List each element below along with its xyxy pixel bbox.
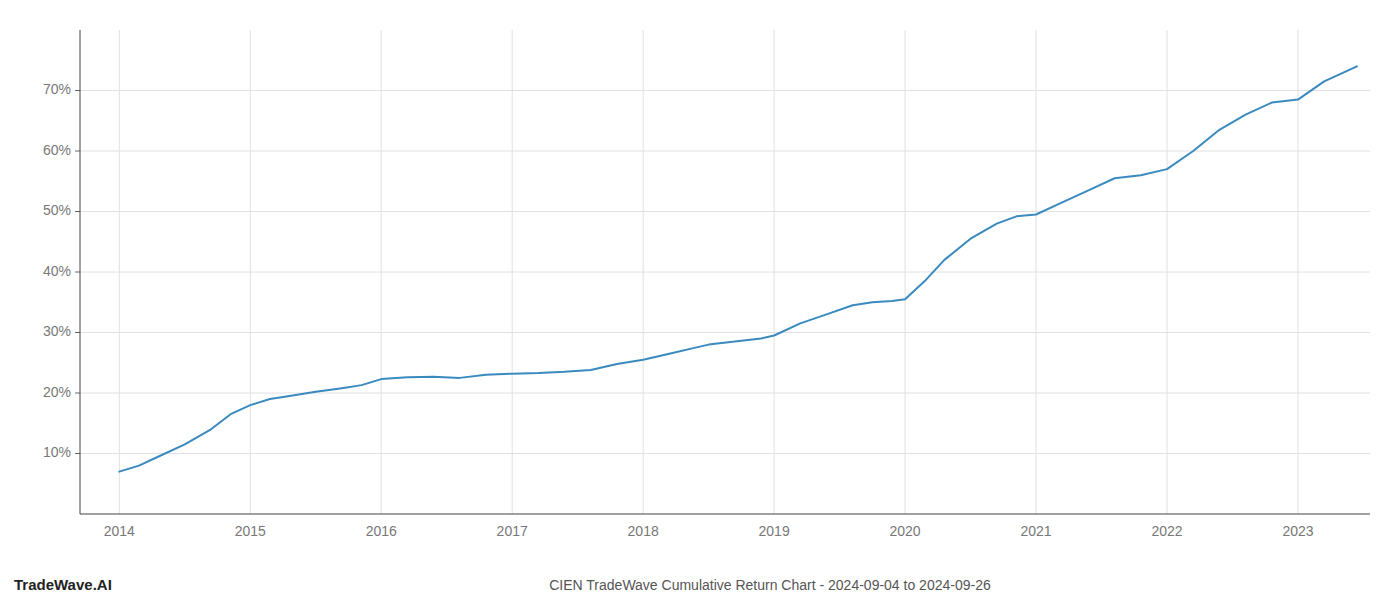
y-grid-line xyxy=(80,453,1370,454)
x-grid-line xyxy=(1167,30,1168,514)
x-axis-line xyxy=(80,514,1370,515)
x-tick-label: 2022 xyxy=(1151,523,1182,539)
x-grid-line xyxy=(643,30,644,514)
x-tick-label: 2019 xyxy=(759,523,790,539)
x-tick-label: 2021 xyxy=(1020,523,1051,539)
chart-svg: 10% 20% 30% 40% 50% 60% 70% 2014 2015 2016 2017 201… xyxy=(0,0,1400,600)
y-tick xyxy=(75,211,80,212)
x-tick-label: 2020 xyxy=(889,523,920,539)
chart-title: CIEN TradeWave Cumulative Return Chart -… xyxy=(549,577,991,593)
y-tick-label: 30% xyxy=(43,323,71,339)
y-grid-line xyxy=(80,332,1370,333)
y-grid-line xyxy=(80,272,1370,273)
y-tick xyxy=(75,393,80,394)
axes: 10% 20% 30% 40% 50% 60% 70% 2014 2015 2016 2017 201… xyxy=(43,30,1370,539)
y-tick xyxy=(75,332,80,333)
y-tick-label: 40% xyxy=(43,263,71,279)
x-grid-line xyxy=(512,30,513,514)
x-tick-label: 2015 xyxy=(235,523,266,539)
x-grid-line xyxy=(1297,30,1298,514)
y-tick-label: 60% xyxy=(43,142,71,158)
grid xyxy=(80,30,1370,514)
data-line xyxy=(119,66,1357,471)
x-grid-line xyxy=(250,30,251,514)
y-tick xyxy=(75,453,80,454)
y-tick xyxy=(75,272,80,273)
y-grid-line xyxy=(80,90,1370,91)
y-grid-line xyxy=(80,151,1370,152)
y-tick-label: 20% xyxy=(43,384,71,400)
x-tick-label: 2017 xyxy=(497,523,528,539)
x-tick-label: 2016 xyxy=(366,523,397,539)
x-tick-label: 2023 xyxy=(1282,523,1313,539)
x-grid-line xyxy=(774,30,775,514)
x-grid-line xyxy=(381,30,382,514)
y-tick-label: 10% xyxy=(43,444,71,460)
x-tick-label: 2018 xyxy=(628,523,659,539)
footer-annotation: TradeWave.AI xyxy=(14,576,112,593)
y-tick xyxy=(75,151,80,152)
x-grid-line xyxy=(905,30,906,514)
chart-container: 10% 20% 30% 40% 50% 60% 70% 2014 2015 2016 2017 201… xyxy=(0,0,1400,600)
y-tick-label: 50% xyxy=(43,202,71,218)
x-grid-line xyxy=(119,30,120,514)
x-tick-label: 2014 xyxy=(104,523,135,539)
y-grid-line xyxy=(80,393,1370,394)
y-tick xyxy=(75,90,80,91)
x-grid-line xyxy=(1036,30,1037,514)
y-axis-line xyxy=(80,30,81,514)
plot-data xyxy=(119,66,1357,471)
background xyxy=(0,0,1400,600)
y-tick-label: 70% xyxy=(43,81,71,97)
y-grid-line xyxy=(80,211,1370,212)
